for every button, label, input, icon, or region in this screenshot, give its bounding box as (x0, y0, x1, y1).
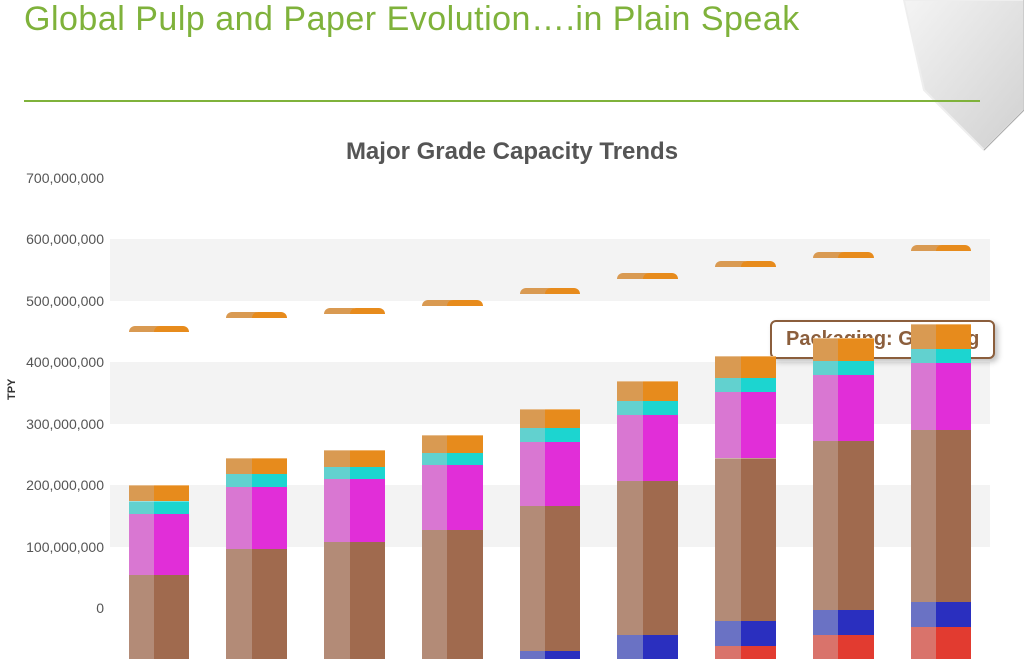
bar-cap (838, 252, 873, 258)
page-title: Global Pulp and Paper Evolution….in Plai… (24, 0, 800, 39)
bar-segment-cyan (545, 427, 580, 442)
bar-group (715, 178, 776, 608)
bar-segment-magenta (545, 441, 580, 507)
bar-cap (643, 273, 678, 279)
bar-cap (545, 288, 580, 294)
bar-segment-cyan (741, 377, 776, 392)
bar-segment-blue (838, 609, 873, 635)
bar-segment-brown (447, 529, 482, 659)
y-tick-label: 0 (96, 600, 104, 616)
bar-segment-orange (447, 435, 482, 453)
bar-segment-orange (545, 409, 580, 428)
bar-column (643, 279, 678, 608)
bar-column (838, 258, 873, 608)
bar-group (911, 178, 972, 608)
bar-column (741, 267, 776, 608)
bar-column (936, 251, 971, 608)
bar-cap (936, 245, 971, 251)
bar-group (226, 178, 287, 608)
bar-segment-cyan (447, 452, 482, 465)
bar-cap (154, 326, 189, 332)
bar-segment-orange (643, 381, 678, 402)
title-rule (24, 100, 980, 102)
corner-decoration (824, 0, 1024, 160)
bar-segment-brown (350, 541, 385, 659)
bar-column (350, 314, 385, 608)
bar-segment-cyan (154, 501, 189, 514)
bar-group (617, 178, 678, 608)
bar-column (252, 318, 287, 608)
bar-segment-red (936, 626, 971, 659)
y-tick-label: 600,000,000 (26, 231, 104, 247)
bar-segment-magenta (643, 414, 678, 481)
bar-group (813, 178, 874, 608)
bar-segment-orange (741, 356, 776, 378)
y-tick-label: 200,000,000 (26, 477, 104, 493)
bar-segment-blue (643, 634, 678, 659)
bar-column (545, 294, 580, 609)
bar-segment-orange (154, 485, 189, 501)
bar-segment-cyan (838, 360, 873, 375)
bar-cap (350, 308, 385, 314)
bar-segment-brown (936, 429, 971, 602)
bar-segment-brown (545, 505, 580, 650)
bar-segment-orange (936, 324, 971, 348)
y-tick-label: 100,000,000 (26, 539, 104, 555)
bar-segment-cyan (936, 348, 971, 363)
bar-segment-cyan (252, 473, 287, 486)
bar-segment-cyan (643, 400, 678, 415)
bar-segment-orange (252, 458, 287, 474)
bar-segment-blue (741, 620, 776, 646)
bar-segment-magenta (838, 374, 873, 441)
bar-segment-brown (838, 440, 873, 610)
y-tick-label: 500,000,000 (26, 293, 104, 309)
bar-segment-blue (936, 601, 971, 627)
y-tick-label: 300,000,000 (26, 416, 104, 432)
bar-segment-orange (838, 338, 873, 361)
bar-segment-orange (350, 450, 385, 468)
chart-title: Major Grade Capacity Trends (0, 138, 1024, 166)
bar-cap (252, 312, 287, 318)
y-axis-label: TPY (6, 379, 18, 400)
bar-column (154, 332, 189, 608)
bar-group (422, 178, 483, 608)
bar-group (520, 178, 581, 608)
bar-segment-brown (741, 458, 776, 622)
bar-group (324, 178, 385, 608)
bar-segment-magenta (252, 486, 287, 550)
bar-segment-brown (252, 548, 287, 659)
bar-segment-magenta (447, 464, 482, 530)
bar-cap (741, 261, 776, 267)
bar-segment-red (741, 645, 776, 659)
bar-segment-blue (545, 650, 580, 659)
bar-segment-magenta (741, 391, 776, 458)
bar-segment-magenta (936, 362, 971, 431)
plot-area: 0100,000,000200,000,000300,000,000400,00… (110, 178, 990, 608)
bar-segment-brown (643, 480, 678, 635)
bar-segment-cyan (350, 466, 385, 479)
bar-segment-magenta (154, 513, 189, 575)
y-tick-label: 700,000,000 (26, 170, 104, 186)
bar-segment-brown (154, 574, 189, 659)
bar-column (447, 306, 482, 608)
y-tick-label: 400,000,000 (26, 354, 104, 370)
bar-segment-red (838, 634, 873, 659)
bar-segment-magenta (350, 478, 385, 542)
bar-cap (447, 300, 482, 306)
bar-group (129, 178, 190, 608)
